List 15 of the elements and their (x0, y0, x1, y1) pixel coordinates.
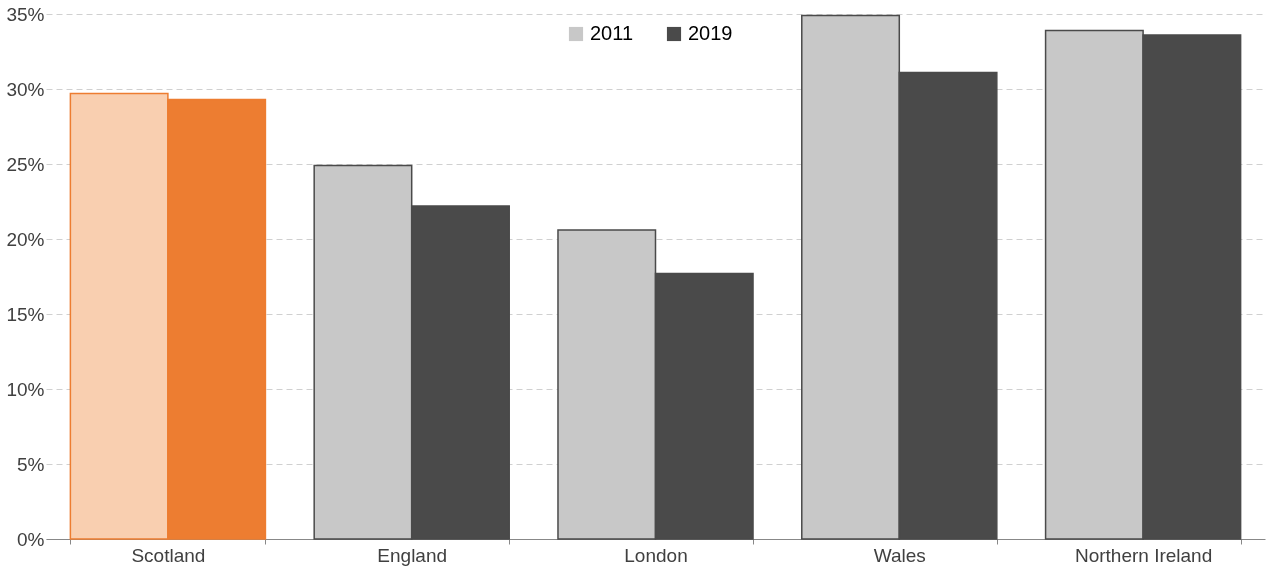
x-tick-label: Northern Ireland (1074, 544, 1213, 566)
legend-label: 2011 (590, 22, 634, 44)
x-tick-label: London (624, 544, 688, 566)
y-tick-label: 5% (17, 453, 45, 475)
y-tick-label: 35% (6, 3, 45, 25)
y-tick-label: 30% (6, 78, 45, 100)
x-tick-label: England (377, 544, 448, 566)
y-tick-label: 15% (6, 303, 45, 325)
y-tick-label: 10% (6, 378, 45, 400)
legend-label: 2019 (688, 22, 733, 44)
y-tick-label: 0% (17, 528, 45, 550)
x-tick-label: Wales (873, 544, 926, 566)
y-tick-label: 25% (6, 153, 45, 175)
x-tick-label: Scotland (131, 544, 206, 566)
y-tick-label: 20% (6, 228, 45, 250)
